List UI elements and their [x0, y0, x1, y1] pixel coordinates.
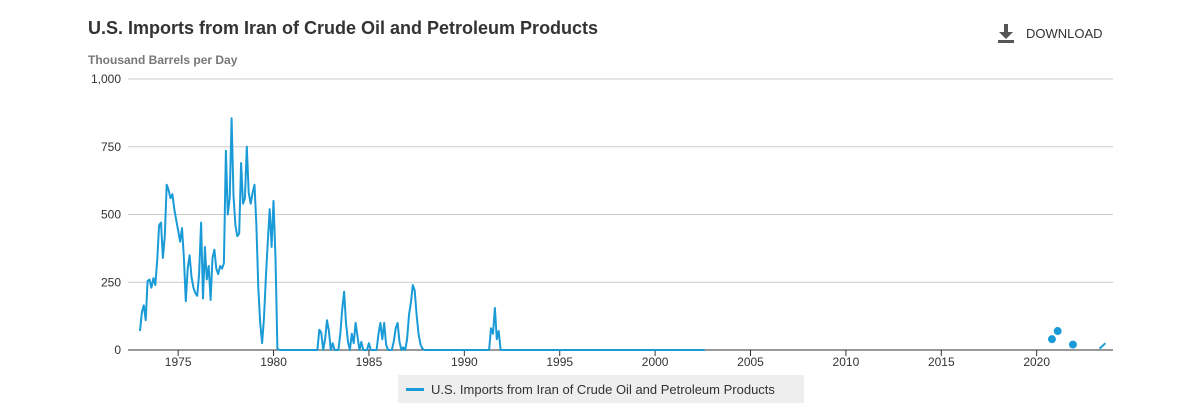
x-tick-label: 1980 [260, 355, 287, 369]
x-tick-label: 1975 [165, 355, 192, 369]
x-tick-label: 2020 [1023, 355, 1050, 369]
x-tick-label: 1990 [451, 355, 478, 369]
legend-swatch [406, 387, 424, 391]
download-label: DOWNLOAD [1026, 25, 1103, 41]
series-layer [139, 117, 1107, 351]
x-tick-label: 1995 [546, 355, 573, 369]
y-axis-ticks: 0 250 500 750 1,000 [91, 72, 121, 357]
series-line [1098, 342, 1107, 350]
legend-item[interactable]: U.S. Imports from Iran of Crude Oil and … [398, 375, 804, 403]
y-tick-label: 1,000 [91, 72, 121, 86]
y-axis-label: Thousand Barrels per Day [88, 53, 238, 67]
download-button[interactable]: DOWNLOAD [996, 22, 1103, 44]
data-point [1053, 327, 1062, 336]
download-icon [998, 24, 1014, 43]
y-tick-label: 0 [114, 343, 121, 357]
y-tick-label: 250 [101, 275, 121, 289]
x-tick-label: 2010 [833, 355, 860, 369]
x-tick-label: 2005 [737, 355, 764, 369]
chart-title: U.S. Imports from Iran of Crude Oil and … [88, 18, 599, 38]
x-tick-label: 2000 [642, 355, 669, 369]
x-tick-label: 2015 [928, 355, 955, 369]
x-tick-label: 1985 [356, 355, 383, 369]
data-point [1047, 335, 1056, 344]
series-line [139, 117, 705, 351]
x-axis-ticks: 1975 1980 1985 1990 1995 2000 2005 2010 2015 2020 [128, 349, 1113, 369]
y-tick-label: 500 [101, 208, 121, 222]
legend-label: U.S. Imports from Iran of Crude Oil and … [431, 381, 775, 397]
data-point [1068, 340, 1077, 349]
gridlines [128, 78, 1113, 283]
y-tick-label: 750 [101, 140, 121, 154]
